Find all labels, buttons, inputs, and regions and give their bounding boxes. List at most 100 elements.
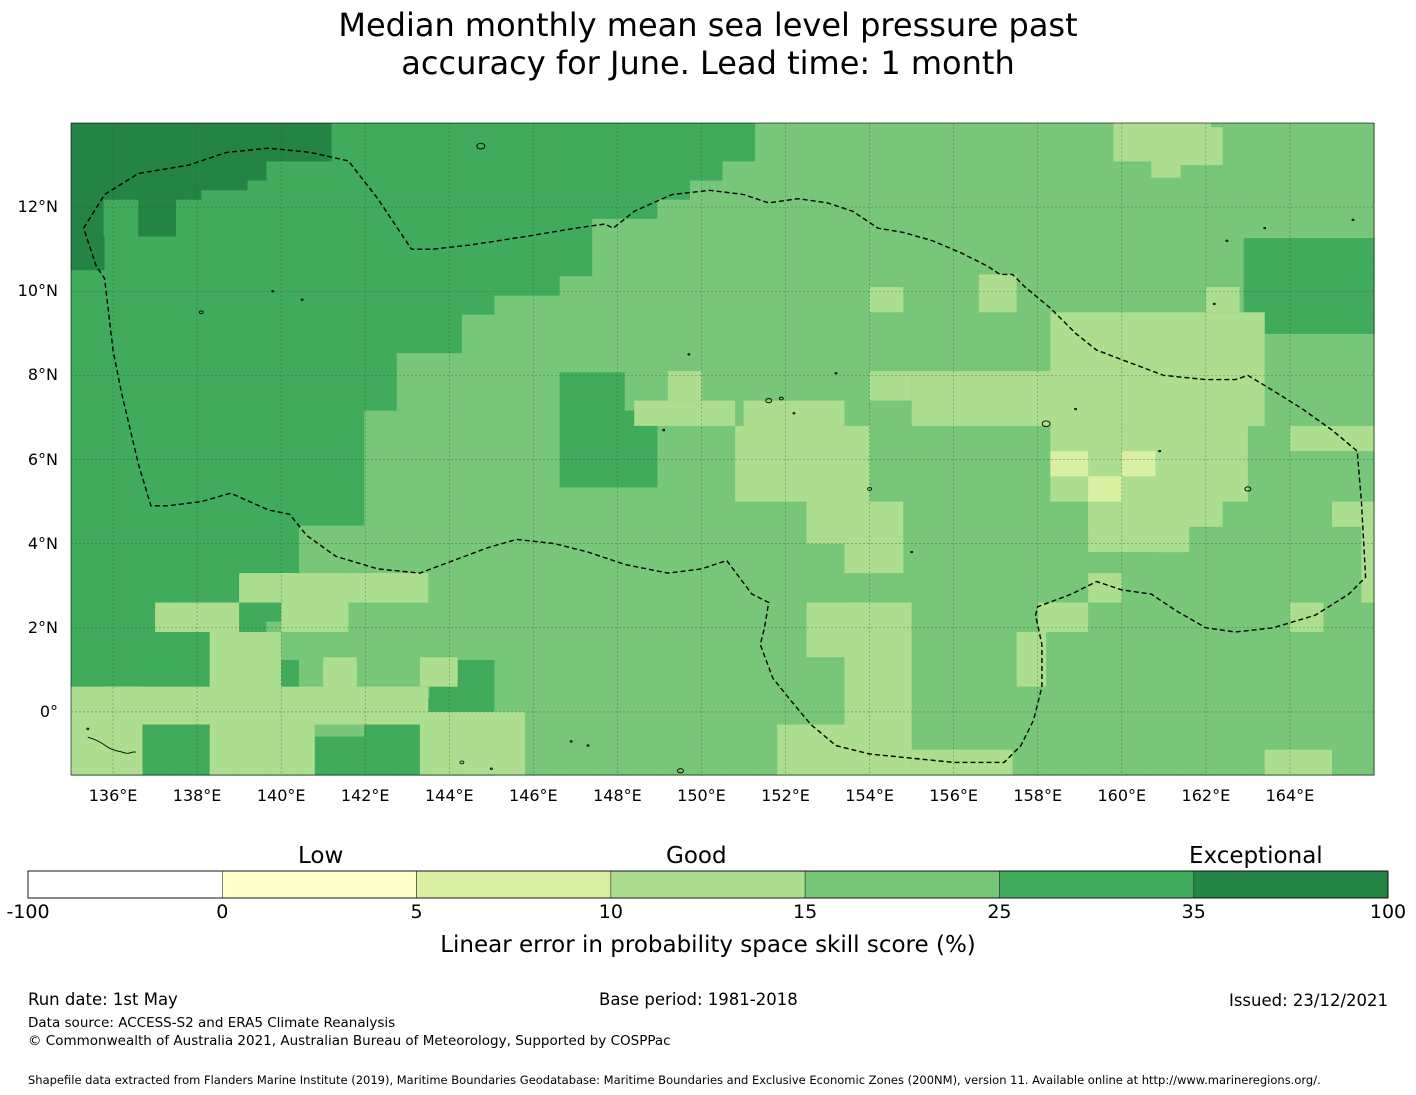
- skill-cell: [1145, 583, 1180, 604]
- skill-cell: [103, 410, 137, 431]
- skill-cell: [136, 333, 170, 354]
- skill-cell: [624, 468, 658, 488]
- skill-cell: [755, 544, 789, 565]
- skill-cell: [1276, 199, 1310, 220]
- skill-cell: [429, 142, 463, 162]
- skill-cell: [429, 544, 463, 565]
- skill-cell: [689, 429, 724, 450]
- skill-cell: [755, 564, 789, 584]
- skill-cell: [71, 353, 105, 373]
- skill-cell: [689, 218, 724, 239]
- skill-cell: [917, 602, 952, 623]
- skill-cell: [364, 372, 398, 393]
- skill-cell: [168, 564, 202, 584]
- skill-cell: [1145, 602, 1180, 623]
- skill-cell: [787, 218, 821, 239]
- skill-cell: [885, 429, 919, 450]
- skill-cell: [266, 525, 300, 546]
- eez-boundary: [82, 147, 1367, 764]
- skill-cell: [787, 180, 821, 201]
- skill-cell: [722, 123, 756, 143]
- skill-cell: [885, 314, 919, 335]
- skill-cell: [1341, 698, 1375, 719]
- skill-cell: [429, 180, 463, 201]
- skill-cell: [983, 640, 1017, 661]
- skill-cell: [852, 180, 886, 201]
- colorbar-segment: [804, 870, 1000, 899]
- skill-cell: [755, 142, 789, 162]
- skill-cell: [592, 123, 626, 143]
- skill-cell: [1113, 238, 1147, 258]
- skill-cell: [1080, 218, 1115, 239]
- skill-cell: [233, 218, 268, 239]
- skill-cell: [950, 449, 984, 469]
- skill-cell: [743, 400, 845, 426]
- skill-cell: [103, 659, 137, 680]
- skill-cell: [299, 218, 333, 239]
- skill-cell: [950, 602, 984, 623]
- island-outline: [1351, 218, 1355, 221]
- skill-cell: [461, 679, 496, 699]
- skill-cell: [820, 353, 854, 373]
- skill-cell: [396, 429, 430, 450]
- skill-cell: [1015, 564, 1049, 584]
- skill-cell: [527, 276, 561, 297]
- skill-cell: [1080, 698, 1115, 719]
- skill-cell: [233, 257, 268, 278]
- skill-cell: [494, 621, 528, 642]
- longitude-tick-label: 160°E: [1097, 786, 1147, 805]
- skill-cell: [461, 659, 496, 680]
- skill-cell: [429, 333, 463, 354]
- skill-cell: [657, 602, 691, 623]
- skill-cell: [1308, 410, 1343, 431]
- skill-cell: [559, 487, 593, 508]
- skill-cell: [1341, 180, 1375, 201]
- skill-cell: [1178, 602, 1212, 623]
- skill-cell: [103, 199, 137, 220]
- skill-cell: [103, 525, 137, 546]
- skill-cell: [722, 698, 756, 719]
- skill-cell: [103, 544, 137, 565]
- colorbar-segment: [610, 870, 806, 899]
- skill-cell: [885, 218, 919, 239]
- longitude-tick-label: 144°E: [424, 786, 474, 805]
- skill-cell: [917, 583, 952, 604]
- skill-cell: [527, 161, 561, 182]
- skill-cell: [461, 257, 496, 278]
- skill-cell: [299, 487, 333, 508]
- skill-cell: [983, 544, 1017, 565]
- skill-cell: [657, 161, 691, 182]
- skill-cell: [657, 199, 691, 220]
- skill-cell: [1243, 276, 1277, 297]
- longitude-tick-label: 150°E: [677, 786, 726, 805]
- skill-cell: [722, 679, 756, 699]
- skill-cell: [103, 276, 137, 297]
- skill-cell: [1211, 679, 1245, 699]
- skill-cell: [1113, 123, 1147, 143]
- skill-cell: [1015, 544, 1049, 565]
- skill-cell: [917, 295, 952, 316]
- skill-cell: [1211, 640, 1245, 661]
- skill-cell: [1080, 736, 1115, 757]
- skill-cell: [755, 640, 789, 661]
- skill-cell: [755, 353, 789, 373]
- skill-cell: [527, 755, 561, 776]
- skill-cell: [1048, 180, 1082, 201]
- skill-cell: [885, 333, 919, 354]
- skill-cell: [624, 544, 658, 565]
- skill-cell: [592, 429, 626, 450]
- skill-cell: [429, 161, 463, 182]
- skill-cell: [136, 257, 170, 278]
- skill-cell: [419, 657, 458, 687]
- skill-cell: [624, 698, 658, 719]
- skill-cell: [1341, 238, 1375, 258]
- skill-cell: [787, 295, 821, 316]
- skill-cell: [917, 257, 952, 278]
- skill-cell: [885, 199, 919, 220]
- skill-cell: [1243, 506, 1277, 527]
- skill-cell: [1080, 295, 1115, 316]
- skill-cell: [1113, 698, 1147, 719]
- skill-cell: [1048, 525, 1082, 546]
- skill-cell: [1276, 640, 1310, 661]
- skill-cell: [885, 583, 919, 604]
